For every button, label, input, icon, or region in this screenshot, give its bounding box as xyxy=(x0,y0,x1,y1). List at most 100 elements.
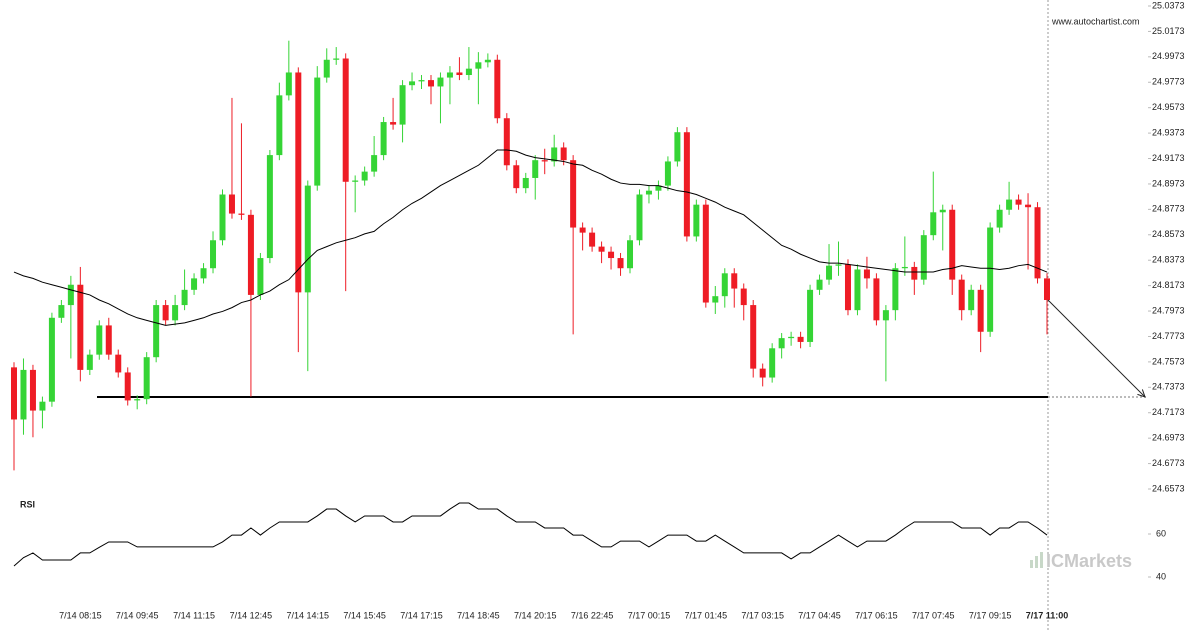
y-tick-label: 25.0173 xyxy=(1152,26,1185,36)
candle-body xyxy=(882,310,889,321)
candle-body xyxy=(1025,204,1032,208)
candle-body xyxy=(541,160,548,162)
candle-body xyxy=(437,77,444,87)
candle-body xyxy=(257,258,264,295)
site-label: www.autochartist.com xyxy=(1051,16,1140,26)
x-tick-label: 7/14 15:45 xyxy=(343,610,386,620)
candle-body xyxy=(200,268,207,279)
candle-body xyxy=(67,284,74,306)
candle-body xyxy=(826,265,833,280)
brand-logo xyxy=(1030,560,1033,568)
candle-body xyxy=(655,185,662,191)
candle-body xyxy=(1044,278,1050,300)
candle-body xyxy=(977,289,984,332)
candle-body xyxy=(532,160,539,178)
candle-body xyxy=(683,132,690,237)
candle-body xyxy=(446,72,453,78)
rsi-tick-label: 60 xyxy=(1156,528,1166,538)
candle-body xyxy=(352,180,359,182)
candle-body xyxy=(475,62,482,69)
candle-body xyxy=(48,317,55,402)
rsi-line xyxy=(13,502,1048,567)
x-tick-label: 7/17 01:45 xyxy=(685,610,728,620)
y-tick-label: 24.6773 xyxy=(1152,458,1185,468)
candle-body xyxy=(778,338,785,349)
moving-average xyxy=(13,149,1048,326)
candle-body xyxy=(304,185,311,293)
y-tick-label: 24.7573 xyxy=(1152,356,1185,366)
candle-body xyxy=(636,194,643,241)
x-tick-label: 7/14 18:45 xyxy=(457,610,500,620)
candle-body xyxy=(399,85,406,125)
candle-body xyxy=(844,264,851,311)
candle-body xyxy=(266,155,273,259)
candle-body xyxy=(409,81,416,86)
candle-body xyxy=(570,160,577,228)
candle-body xyxy=(484,59,491,63)
x-tick-label: 7/14 09:45 xyxy=(116,610,159,620)
candle-body xyxy=(342,58,349,182)
candle-body xyxy=(39,401,46,411)
candle-body xyxy=(589,232,596,247)
candle-body xyxy=(949,209,956,280)
candle-body xyxy=(96,325,103,355)
candle-body xyxy=(181,289,188,306)
forecast-arrowhead xyxy=(1137,389,1146,398)
brand: ICMarkets xyxy=(1030,551,1132,571)
candle-body xyxy=(427,80,434,87)
candle-body xyxy=(920,235,927,280)
candle-body xyxy=(210,240,217,269)
candle-body xyxy=(769,348,776,378)
candle-body xyxy=(835,264,842,266)
candle-body xyxy=(930,212,937,236)
candle-body xyxy=(627,240,634,269)
candle-body xyxy=(816,279,823,290)
x-tick-label: 7/14 11:15 xyxy=(173,610,215,620)
y-tick-label: 24.8973 xyxy=(1152,178,1185,188)
x-tick-label: 7/17 00:15 xyxy=(628,610,671,620)
candle-body xyxy=(11,367,17,420)
candle-body xyxy=(503,118,510,166)
candle-body xyxy=(124,372,131,401)
y-tick-label: 24.7773 xyxy=(1152,331,1185,341)
candle-body xyxy=(20,369,27,420)
y-tick-label: 24.6573 xyxy=(1152,483,1185,493)
candle-body xyxy=(285,72,292,96)
candle-body xyxy=(996,209,1003,228)
candle-body xyxy=(892,268,899,311)
x-tick-label: 7/14 14:15 xyxy=(287,610,330,620)
candle-body xyxy=(674,132,681,162)
candle-body xyxy=(731,273,738,289)
candle-body xyxy=(664,161,671,186)
x-tick-label: 7/17 07:45 xyxy=(912,610,955,620)
candle-body xyxy=(551,147,558,162)
candle-body xyxy=(939,209,946,213)
brand-logo xyxy=(1040,552,1043,568)
candle-body xyxy=(115,354,122,373)
candle-body xyxy=(86,354,93,370)
candle-body xyxy=(153,305,160,358)
candle-body xyxy=(901,266,908,269)
candle-body xyxy=(228,194,235,214)
candle-body xyxy=(617,258,624,269)
x-tick-label: 7/17 11:00 xyxy=(1026,610,1069,620)
candle-body xyxy=(238,213,245,215)
candle-body xyxy=(788,336,795,339)
candle-body xyxy=(172,305,179,321)
candle-body xyxy=(712,296,719,303)
candle-body xyxy=(721,273,728,297)
y-tick-label: 24.8573 xyxy=(1152,229,1185,239)
candle-body xyxy=(323,59,330,78)
candle-body xyxy=(1034,207,1041,279)
candle-body xyxy=(247,214,254,295)
candle-body xyxy=(863,269,870,279)
candle-body xyxy=(560,147,567,161)
y-tick-label: 24.8173 xyxy=(1152,280,1185,290)
candle-body xyxy=(105,325,112,355)
candle-body xyxy=(361,171,368,181)
candle-body xyxy=(598,246,605,252)
candle-body xyxy=(854,269,861,311)
x-tick-label: 7/14 17:15 xyxy=(400,610,443,620)
